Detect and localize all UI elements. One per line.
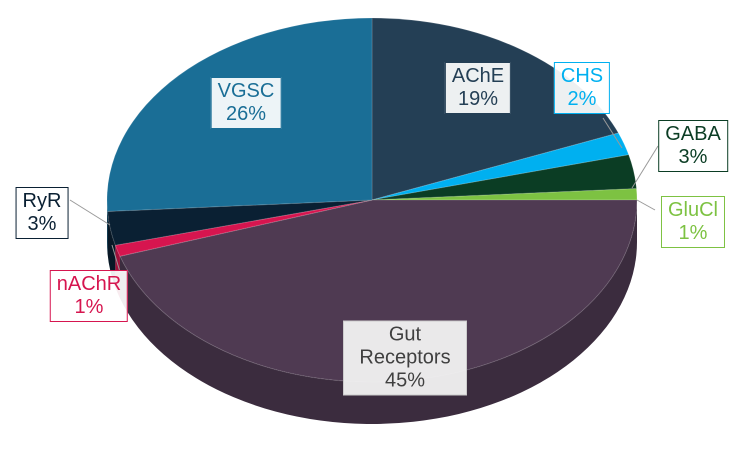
category-label: GluCl	[667, 199, 719, 221]
category-label: GABA	[665, 123, 721, 145]
leader-line	[631, 145, 659, 189]
data-label: AChE 19%	[444, 62, 512, 114]
data-label: GluCl 1%	[660, 196, 726, 248]
data-label: nAChR 1%	[49, 270, 129, 322]
leader-line	[602, 117, 623, 149]
category-label: RyR	[22, 190, 62, 212]
slice-side	[107, 200, 108, 254]
value-label: 3%	[678, 146, 708, 168]
slice	[114, 199, 373, 257]
category-label: Gut Receptors	[359, 323, 451, 369]
slice	[371, 132, 630, 201]
category-label: VGSC	[217, 80, 275, 102]
category-label: CHS	[560, 65, 604, 87]
leader-line	[111, 244, 121, 273]
data-label: Gut Receptors 45%	[343, 320, 467, 396]
value-label: 2%	[567, 88, 597, 110]
value-label: 26%	[225, 103, 267, 125]
slice	[371, 154, 638, 201]
slice-side	[107, 211, 116, 288]
category-label: nAChR	[56, 273, 122, 295]
leader-line	[69, 199, 111, 226]
data-label: VGSC 26%	[210, 77, 282, 129]
value-label: 1%	[74, 296, 104, 318]
slice	[371, 188, 638, 201]
category-label: AChE	[451, 65, 505, 87]
value-label: 45%	[384, 369, 426, 392]
data-label: RyR 3%	[15, 187, 69, 239]
leader-line	[636, 199, 656, 211]
slice-side	[119, 200, 637, 424]
data-label: GABA 3%	[658, 120, 728, 172]
value-label: 1%	[678, 222, 708, 244]
data-label: CHS 2%	[553, 62, 611, 114]
value-label: 3%	[27, 213, 57, 235]
value-label: 19%	[457, 88, 499, 110]
slice	[106, 199, 373, 246]
